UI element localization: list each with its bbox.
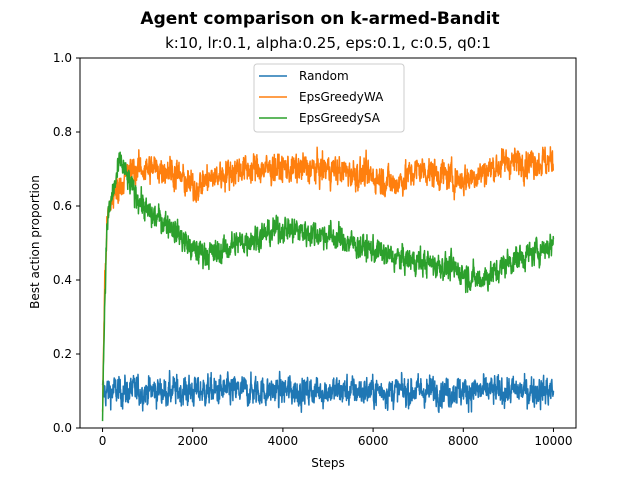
chart-title: Agent comparison on k-armed-Bandit — [140, 9, 499, 29]
series-line-epsgreedywa — [101, 146, 555, 412]
legend-label-random: Random — [299, 69, 349, 83]
x-axis: 0 2000 4000 6000 8000 10000 — [99, 428, 573, 448]
legend-label-epsgreedysa: EpsGreedySA — [299, 111, 381, 125]
x-axis-label: Steps — [311, 456, 345, 470]
y-axis: 0.0 0.2 0.4 0.6 0.8 1.0 — [53, 51, 80, 435]
series-layer — [101, 146, 555, 422]
x-tick-label: 10000 — [534, 434, 572, 448]
plot-frame — [79, 57, 577, 429]
series-line-epsgreedysa — [101, 151, 555, 422]
series-line-random — [101, 369, 555, 414]
x-tick-label: 4000 — [268, 434, 299, 448]
x-tick-label: 6000 — [358, 434, 389, 448]
y-tick-label: 0.8 — [53, 125, 72, 139]
chart-subtitle: k:10, lr:0.1, alpha:0.25, eps:0.1, c:0.5… — [165, 34, 491, 52]
y-axis-label: Best action proportion — [28, 175, 42, 309]
y-tick-label: 0.2 — [53, 347, 72, 361]
y-tick-label: 1.0 — [53, 51, 72, 65]
legend-label-epsgreedywa: EpsGreedyWA — [299, 90, 384, 104]
x-tick-label: 0 — [99, 434, 107, 448]
legend-box — [253, 63, 405, 133]
x-tick-label: 8000 — [448, 434, 479, 448]
x-tick-label: 2000 — [177, 434, 208, 448]
y-tick-label: 0.0 — [53, 421, 72, 435]
y-tick-label: 0.4 — [53, 273, 72, 287]
legend: Random EpsGreedyWA EpsGreedySA — [253, 63, 405, 133]
y-tick-label: 0.6 — [53, 199, 72, 213]
